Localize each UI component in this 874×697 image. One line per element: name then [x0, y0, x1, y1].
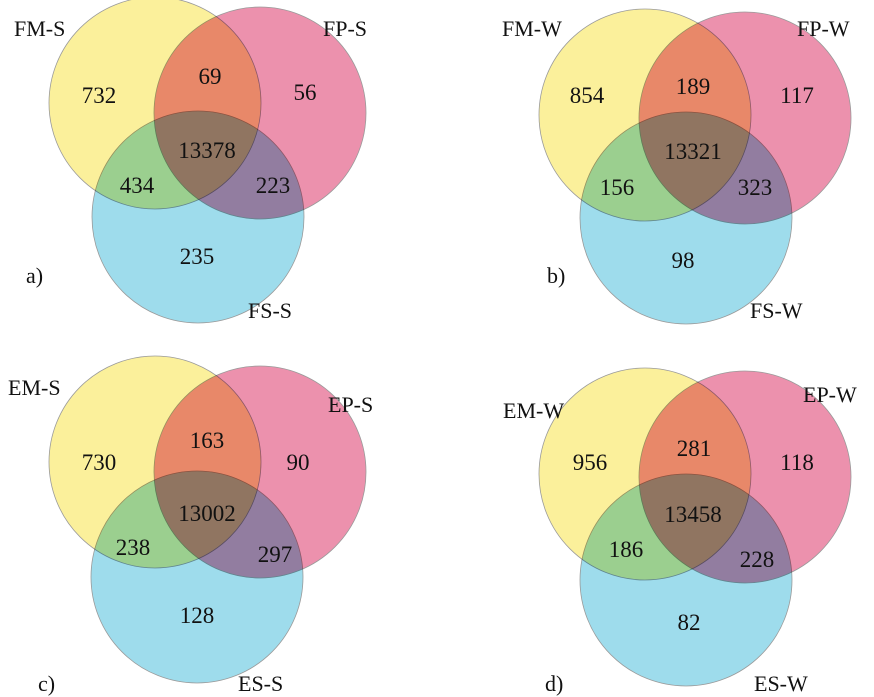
count-b-c: 228 — [740, 547, 775, 572]
panel-letter: a) — [26, 263, 43, 288]
circle-set-c — [90, 470, 304, 684]
panel-letter: d) — [545, 671, 563, 696]
count-a-b-c: 13378 — [178, 138, 236, 163]
set-a-label: FM-W — [502, 16, 562, 41]
count-only-b: 117 — [780, 83, 814, 108]
count-a-c: 156 — [600, 175, 635, 200]
panel-letter: b) — [547, 263, 565, 288]
count-only-b: 56 — [294, 80, 317, 105]
count-only-c: 235 — [180, 244, 215, 269]
circle-set-c — [579, 473, 793, 687]
set-c-label: ES-S — [238, 671, 283, 696]
set-a-label: FM-S — [14, 16, 65, 41]
set-a-label: EM-S — [8, 375, 61, 400]
count-a-b-c: 13002 — [178, 501, 236, 526]
count-a-b: 189 — [676, 74, 711, 99]
count-a-c: 186 — [609, 537, 644, 562]
count-only-a: 732 — [82, 83, 117, 108]
count-only-a: 730 — [82, 450, 117, 475]
venn-panel-d: EM-W EP-W ES-W d) 956 281 118 13458 186 … — [503, 367, 857, 696]
set-b-label: EP-S — [328, 392, 373, 417]
venn-panel-a: FM-S FP-S FS-S a) 732 69 56 13378 434 22… — [14, 0, 367, 324]
count-a-c: 434 — [120, 173, 155, 198]
count-only-c: 128 — [180, 603, 215, 628]
set-b-label: FP-S — [323, 16, 367, 41]
venn-panel-b: FM-W FP-W FS-W b) 854 189 117 13321 156 … — [502, 8, 852, 325]
count-only-c: 82 — [678, 610, 701, 635]
set-c-label: FS-W — [750, 298, 803, 323]
count-b-c: 297 — [258, 542, 293, 567]
count-a-b-c: 13458 — [664, 502, 722, 527]
venn-panel-c: EM-S EP-S ES-S c) 730 163 90 13002 238 2… — [8, 355, 373, 696]
count-a-b: 281 — [677, 436, 712, 461]
count-b-c: 323 — [738, 175, 773, 200]
set-a-label: EM-W — [503, 398, 564, 423]
count-only-c: 98 — [672, 248, 695, 273]
count-a-b: 163 — [190, 428, 225, 453]
circle-set-c — [91, 110, 305, 324]
set-c-label: ES-W — [754, 671, 808, 696]
count-a-c: 238 — [116, 535, 151, 560]
set-b-label: EP-W — [803, 382, 857, 407]
count-only-b: 90 — [287, 450, 310, 475]
count-a-b-c: 13321 — [664, 139, 722, 164]
set-c-label: FS-S — [248, 298, 292, 323]
set-b-label: FP-W — [797, 16, 850, 41]
panel-letter: c) — [38, 671, 55, 696]
count-only-b: 118 — [780, 450, 814, 475]
count-b-c: 223 — [256, 173, 291, 198]
count-only-a: 854 — [570, 83, 605, 108]
circle-set-c — [579, 111, 793, 325]
count-a-b: 69 — [199, 64, 222, 89]
count-only-a: 956 — [573, 450, 608, 475]
